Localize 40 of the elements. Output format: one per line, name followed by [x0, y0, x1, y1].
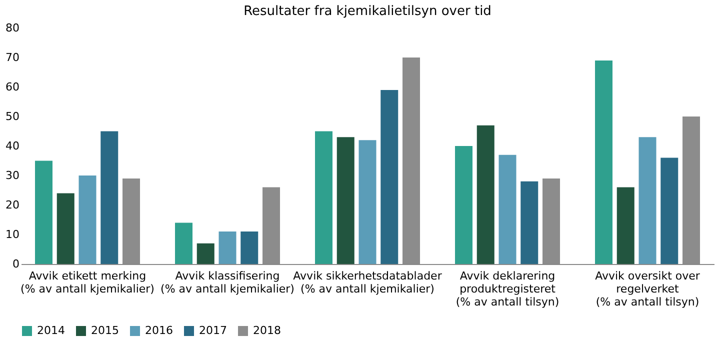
legend-label: 2014: [37, 324, 65, 337]
y-tick-label: 50: [6, 110, 20, 123]
x-tick-label: Avvik deklarering produktregisteret (% av antall tilsyn): [456, 270, 560, 308]
bar: [196, 243, 214, 264]
x-tick-label: Avvik sikkerhetsdatablader (% av antall kjemikalier): [293, 270, 442, 296]
legend-label: 2016: [145, 324, 173, 337]
legend-label: 2015: [91, 324, 119, 337]
legend-label: 2017: [199, 324, 227, 337]
y-tick-label: 30: [6, 169, 20, 182]
bar: [358, 140, 376, 264]
bar: [78, 176, 96, 264]
bar: [476, 125, 494, 264]
bar: [380, 90, 398, 264]
y-tick-label: 20: [6, 198, 20, 212]
y-tick-label: 0: [12, 258, 20, 270]
x-tick-label: Avvik oversikt over regelverket (% av antall tilsyn): [595, 270, 700, 308]
bar: [638, 137, 656, 264]
bar: [315, 131, 332, 264]
y-tick-label: 10: [6, 228, 20, 241]
bar: [660, 158, 678, 264]
bar: [595, 60, 612, 264]
x-tick-label: Avvik etikett merking (% av antall kjemikalier): [20, 270, 154, 296]
bar: [175, 222, 192, 264]
bar: [240, 232, 258, 264]
y-tick-label: 70: [6, 51, 20, 64]
bar: [498, 154, 516, 264]
bar: [218, 232, 236, 264]
y-tick-label: 40: [6, 140, 20, 152]
bar: [100, 131, 118, 264]
y-tick-label: 60: [6, 80, 20, 94]
chart-title: Resultater fra kjemikalietilsyn over tid: [244, 4, 492, 19]
bar: [616, 187, 634, 264]
y-tick-label: 80: [6, 22, 20, 34]
bar: [56, 193, 74, 264]
bar: [35, 160, 52, 264]
bar: [455, 146, 472, 264]
legend-label: 2018: [253, 324, 281, 337]
bar: [336, 137, 354, 264]
x-tick-label: Avvik klassifisering (% av antall kjemikalier): [160, 270, 294, 296]
bar: [520, 181, 538, 264]
